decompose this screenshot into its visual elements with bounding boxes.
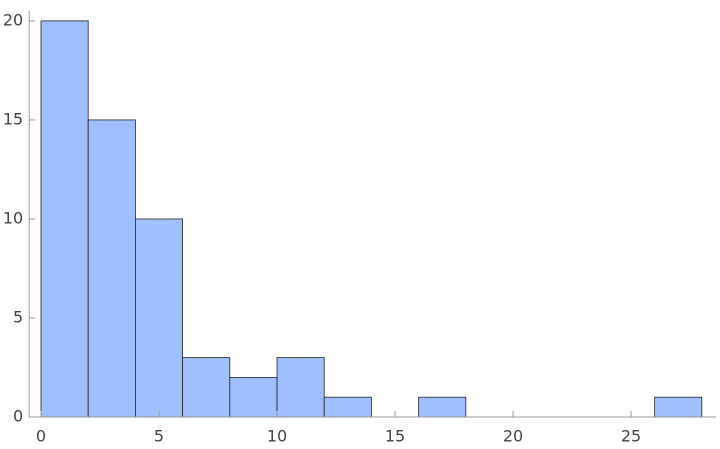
x-tick-label: 10: [267, 427, 287, 446]
bar: [135, 218, 184, 418]
bar: [323, 396, 372, 418]
x-tick-label: 25: [621, 427, 641, 446]
bar: [182, 357, 231, 418]
x-tick-label: 5: [154, 427, 164, 446]
x-tick-label: 0: [36, 427, 46, 446]
x-tick-label: 20: [503, 427, 523, 446]
y-tick-label: 5: [13, 307, 23, 326]
x-tick-label: 15: [385, 427, 405, 446]
y-tick-label: 0: [13, 407, 23, 426]
bar: [87, 119, 136, 418]
y-tick-label: 15: [3, 109, 23, 128]
bar: [276, 357, 325, 418]
bar: [654, 396, 703, 418]
y-tick-label: 10: [3, 208, 23, 227]
bar: [229, 376, 278, 418]
bar: [418, 396, 467, 418]
y-tick-label: 20: [3, 10, 23, 29]
bar: [40, 20, 89, 418]
